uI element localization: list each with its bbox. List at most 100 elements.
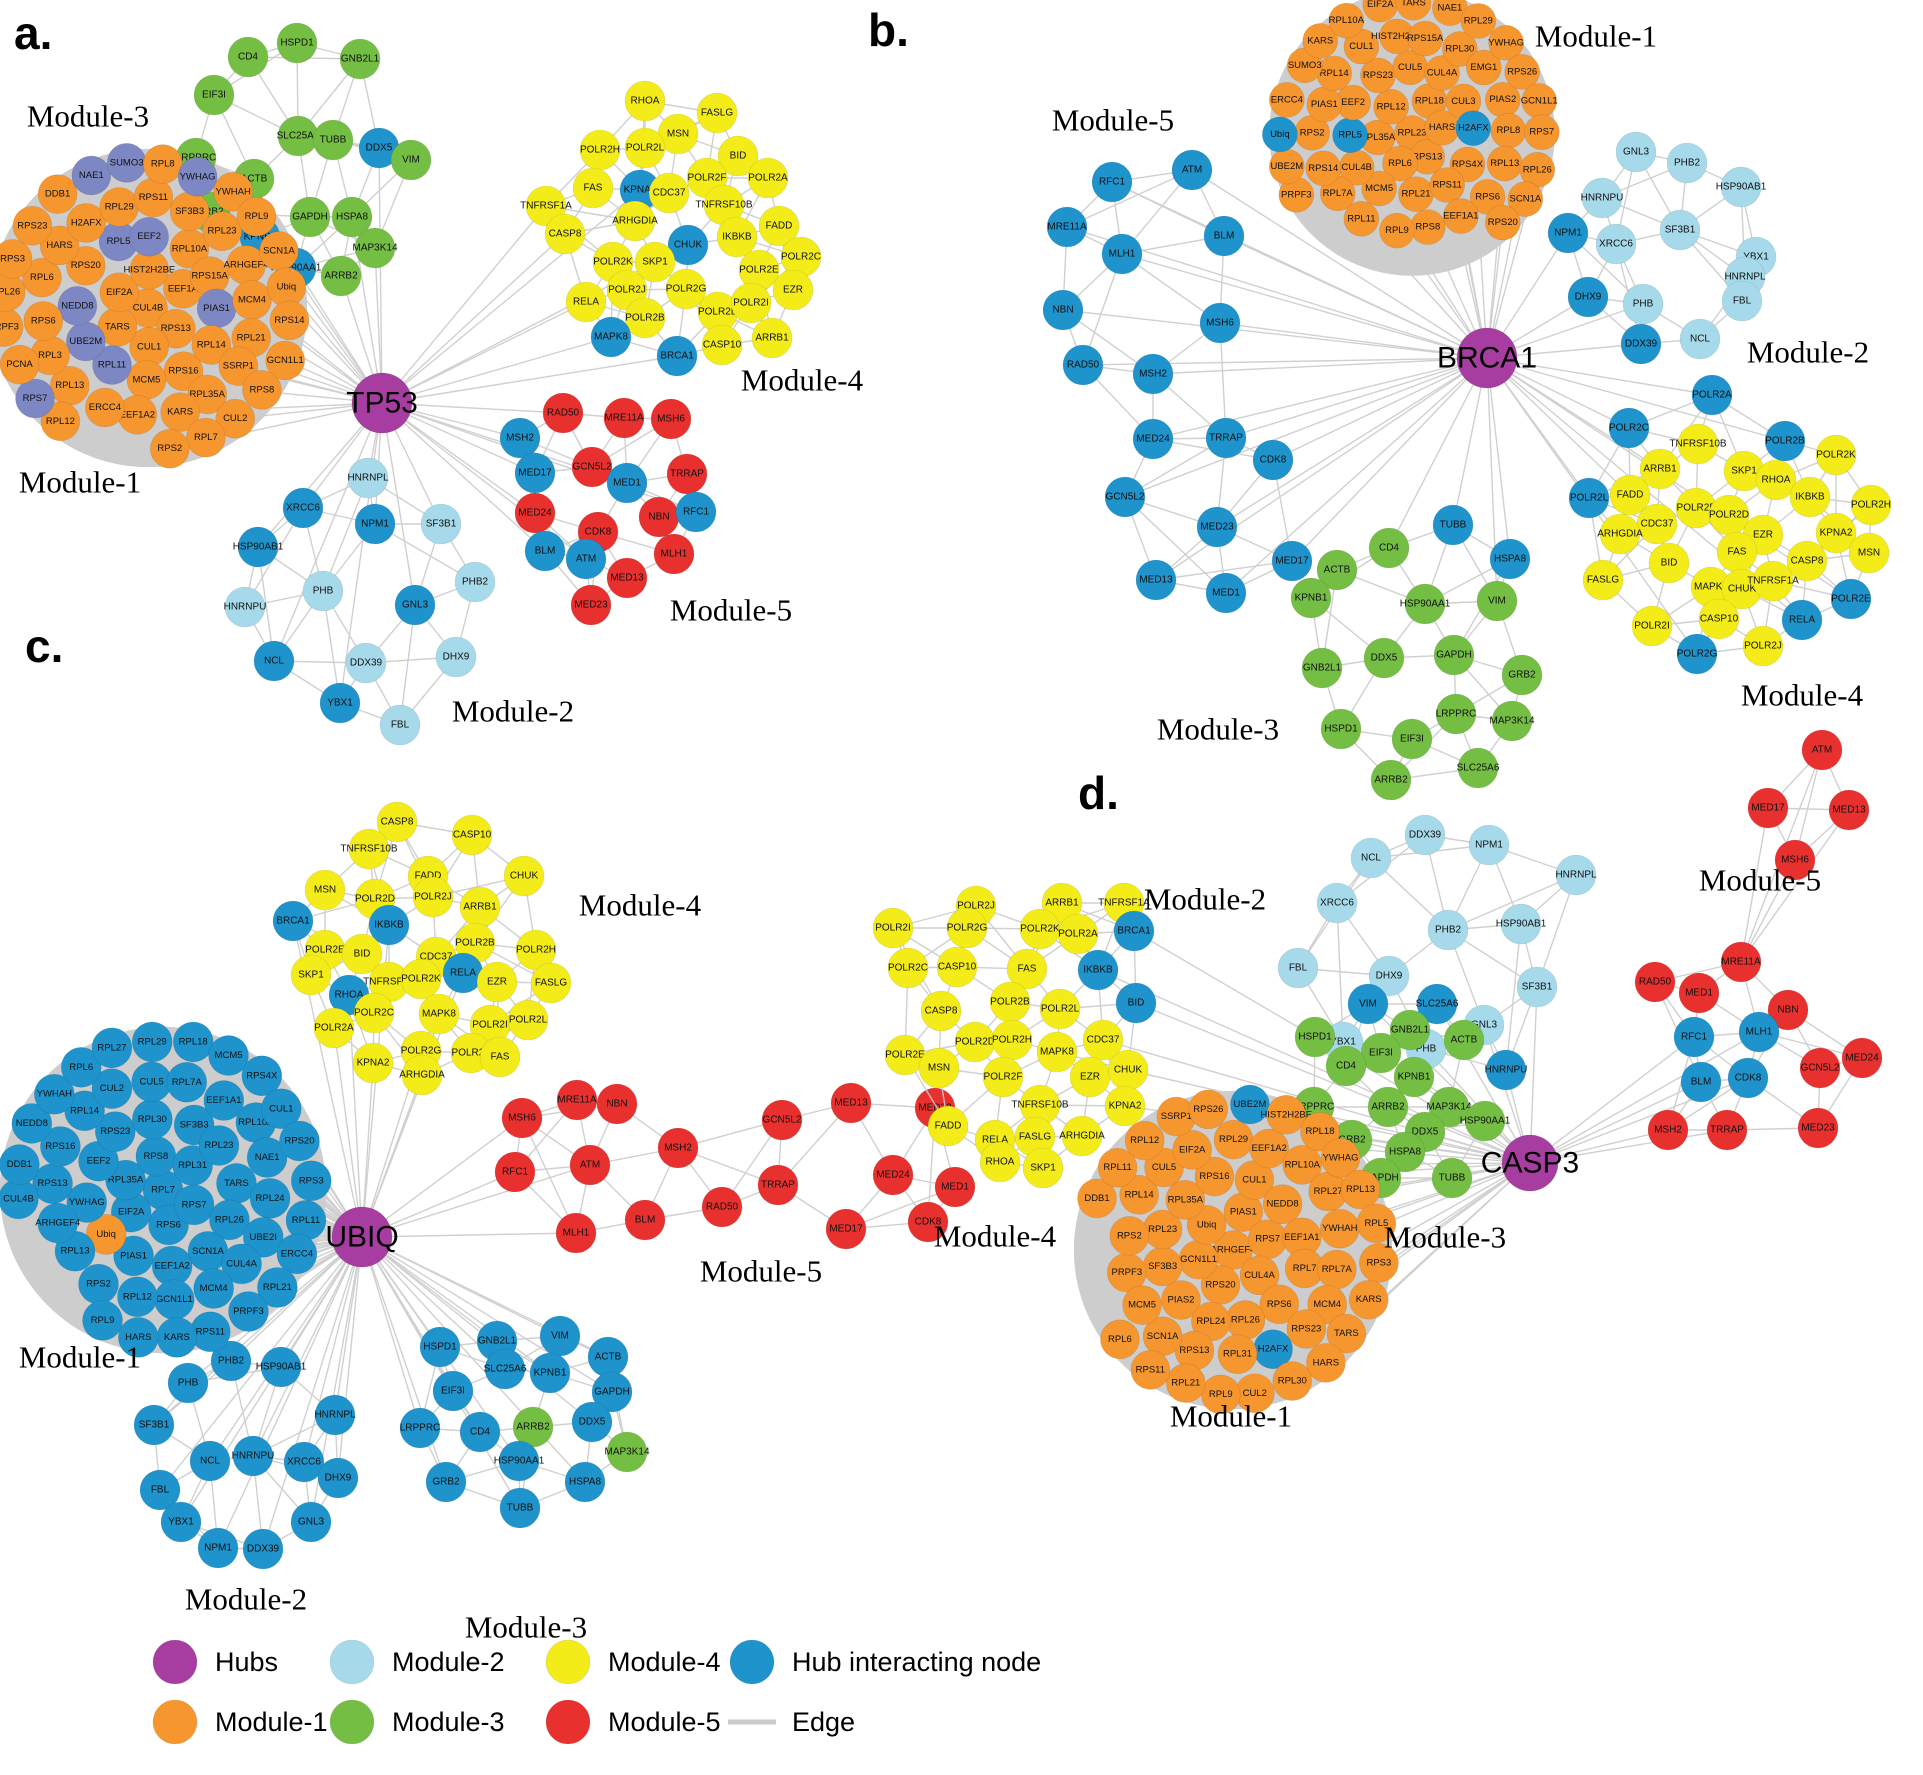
node-circle[interactable] [1062,344,1104,386]
node-MSN[interactable]: MSN [1848,532,1890,574]
node-HNRNPU[interactable]: HNRNPU [232,1435,275,1477]
node-EEF1A1[interactable]: EEF1A1 [1443,198,1479,234]
node-POLR2L[interactable]: POLR2L [624,127,666,169]
node-circle[interactable] [172,1021,214,1063]
node-RPL13[interactable]: RPL13 [1486,145,1523,182]
node-circle[interactable] [872,1154,914,1196]
node-circle[interactable] [1742,625,1784,667]
node-circle[interactable] [696,92,738,134]
node-ACTB[interactable]: ACTB [1443,1019,1485,1061]
node-circle[interactable] [1022,1147,1064,1189]
node-circle[interactable] [242,1528,284,1570]
node-POLR2H[interactable]: POLR2H [991,1019,1033,1061]
node-circle[interactable] [1485,1049,1527,1091]
node-RPL12[interactable]: RPL12 [117,1276,158,1318]
node-circle[interactable] [1384,1131,1426,1173]
node-circle[interactable] [319,682,361,724]
node-circle[interactable] [1097,1147,1138,1188]
node-circle[interactable] [555,1212,597,1254]
node-NPM1[interactable]: NPM1 [1547,212,1589,254]
node-NCL[interactable]: NCL [189,1440,231,1482]
node-circle[interactable] [1196,506,1238,548]
node-circle[interactable] [259,231,299,271]
node-RPL27[interactable]: RPL27 [91,1027,133,1069]
node-SKP1[interactable]: SKP1 [290,954,332,996]
node-HSP90AA1[interactable]: HSP90AA1 [1400,583,1451,625]
node-PIAS1[interactable]: PIAS1 [196,288,237,329]
node-circle[interactable] [918,1047,960,1089]
node-circle[interactable] [232,280,272,320]
node-circle[interactable] [1306,1343,1346,1383]
node-circle[interactable] [1328,2,1365,39]
node-circle[interactable] [1455,110,1492,147]
node-circle[interactable] [887,947,929,989]
node-circle[interactable] [215,398,256,439]
node-circle[interactable] [761,1099,803,1141]
node-circle[interactable] [85,1214,127,1255]
node-RPL23[interactable]: RPL23 [202,211,242,252]
node-circle[interactable] [476,961,518,1003]
node-DHX9[interactable]: DHX9 [1567,276,1609,318]
node-circle[interactable] [1391,718,1433,760]
node-ARRB1[interactable]: ARRB1 [459,886,501,928]
node-BRCA1[interactable]: BRCA1 [272,900,314,942]
node-MRE11A[interactable]: MRE11A [1720,941,1762,983]
node-FASLG[interactable]: FASLG [696,92,738,134]
node-circle[interactable] [160,392,200,432]
node-circle[interactable] [927,1105,969,1147]
node-MED24[interactable]: MED24 [1132,418,1174,460]
node-TUBB[interactable]: TUBB [1431,1157,1473,1199]
node-KARS[interactable]: KARS [156,1317,198,1358]
node-circle[interactable] [1801,729,1843,771]
node-circle[interactable] [203,1080,245,1121]
node-circle[interactable] [1781,599,1823,641]
node-MLH1[interactable]: MLH1 [1738,1011,1780,1053]
node-FBL[interactable]: FBL [1277,947,1319,989]
node-circle[interactable] [514,452,556,494]
node-circle[interactable] [1239,1255,1280,1296]
node-POLR2I[interactable]: POLR2I [730,282,772,324]
node-circle[interactable] [210,1340,252,1382]
node-circle[interactable] [1568,477,1610,519]
node-circle[interactable] [1061,1115,1103,1157]
node-circle[interactable] [154,1279,195,1320]
node-circle[interactable] [825,1208,867,1250]
node-circle[interactable] [249,1178,291,1219]
node-EEF1A2[interactable]: EEF1A2 [117,394,158,435]
node-circle[interactable] [1115,982,1157,1024]
node-MCM4[interactable]: MCM4 [193,1268,234,1309]
node-CUL5[interactable]: CUL5 [131,1061,172,1103]
node-MSN[interactable]: MSN [918,1047,960,1089]
node-RPS11[interactable]: RPS11 [1429,167,1465,203]
node-circle[interactable] [65,321,106,362]
node-DDX39[interactable]: DDX39 [242,1528,284,1570]
node-FBL[interactable]: FBL [1721,280,1763,322]
node-RAD50[interactable]: RAD50 [1062,344,1104,386]
node-circle[interactable] [1350,837,1392,879]
node-circle[interactable] [572,167,614,209]
node-circle[interactable] [1608,407,1650,449]
node-circle[interactable] [283,1441,325,1483]
node-UBE2M[interactable]: UBE2M [65,321,106,362]
node-YBX1[interactable]: YBX1 [160,1501,202,1543]
node-circle[interactable] [1678,972,1720,1014]
node-circle[interactable] [1036,1031,1078,1073]
node-POLR2A[interactable]: POLR2A [1691,374,1733,416]
node-circle[interactable] [133,177,174,218]
node-circle[interactable] [571,1401,613,1443]
node-TUBB[interactable]: TUBB [499,1487,541,1529]
node-HSPD1[interactable]: HSPD1 [1294,1016,1336,1058]
node-circle[interactable] [331,196,373,238]
node-circle[interactable] [1631,605,1673,647]
node-circle[interactable] [99,272,140,313]
node-circle[interactable] [1205,417,1247,459]
node-circle[interactable] [1432,504,1474,546]
node-circle[interactable] [1738,1011,1780,1053]
node-circle[interactable] [1277,947,1319,989]
node-circle[interactable] [1100,1319,1140,1360]
node-circle[interactable] [0,239,33,279]
node-MED17[interactable]: MED17 [1747,787,1789,829]
node-circle[interactable] [60,1047,102,1088]
node-circle[interactable] [196,288,237,329]
node-circle[interactable] [40,1126,81,1167]
